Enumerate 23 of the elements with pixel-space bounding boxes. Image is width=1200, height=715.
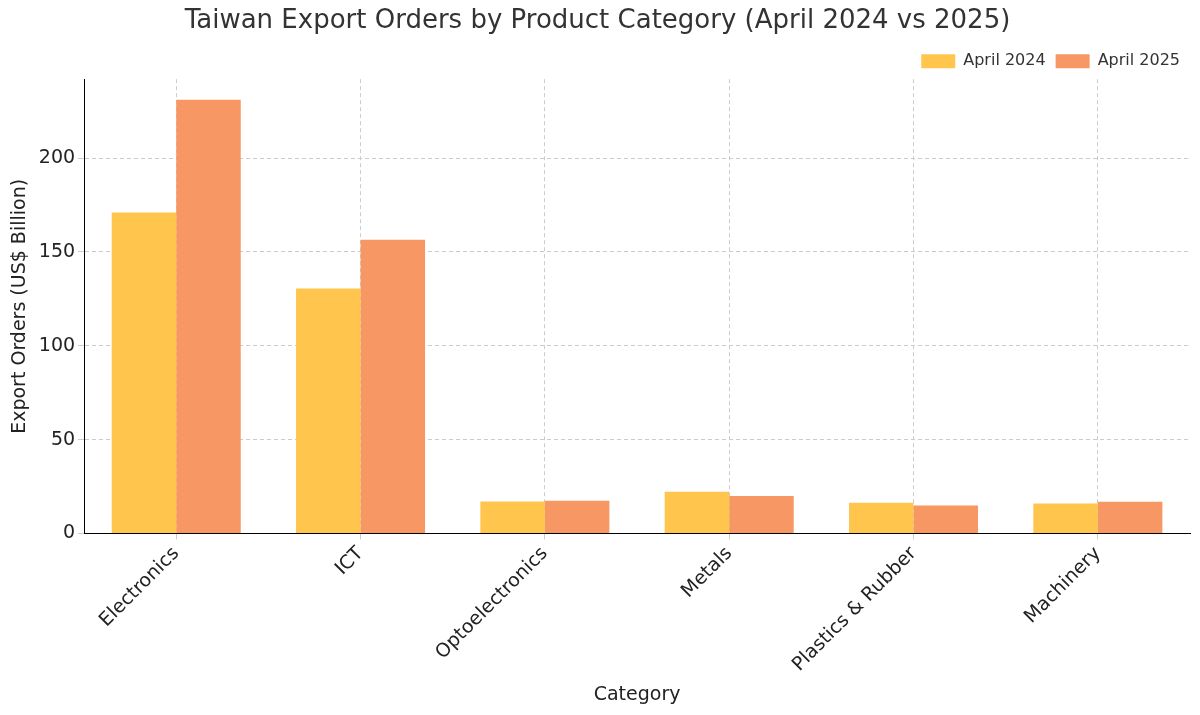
bar	[111, 212, 177, 534]
bar	[544, 500, 610, 534]
bar	[664, 491, 730, 534]
bar	[913, 505, 979, 534]
y-tick-label: 50	[50, 426, 76, 449]
y-tick-label: 0	[62, 520, 76, 543]
bar	[360, 239, 426, 534]
x-tick-label: ICT	[329, 541, 368, 579]
bar	[296, 288, 361, 534]
x-axis-title: Category	[593, 681, 681, 704]
legend-label: April 2024	[963, 50, 1046, 70]
bar	[176, 99, 241, 534]
chart-title: Taiwan Export Orders by Product Category (April 2024 vs 2025)	[183, 4, 1011, 35]
bar	[1033, 503, 1098, 534]
y-axis-title: Export Orders (US$ Billion)	[7, 178, 30, 434]
bar	[849, 502, 914, 534]
y-tick-label: 100	[38, 332, 76, 355]
bar	[729, 495, 794, 534]
y-tick-label: 200	[38, 144, 76, 167]
y-tick-label: 150	[38, 238, 76, 261]
bar	[1097, 501, 1163, 534]
legend-label: April 2025	[1097, 50, 1180, 70]
bar	[480, 501, 545, 534]
